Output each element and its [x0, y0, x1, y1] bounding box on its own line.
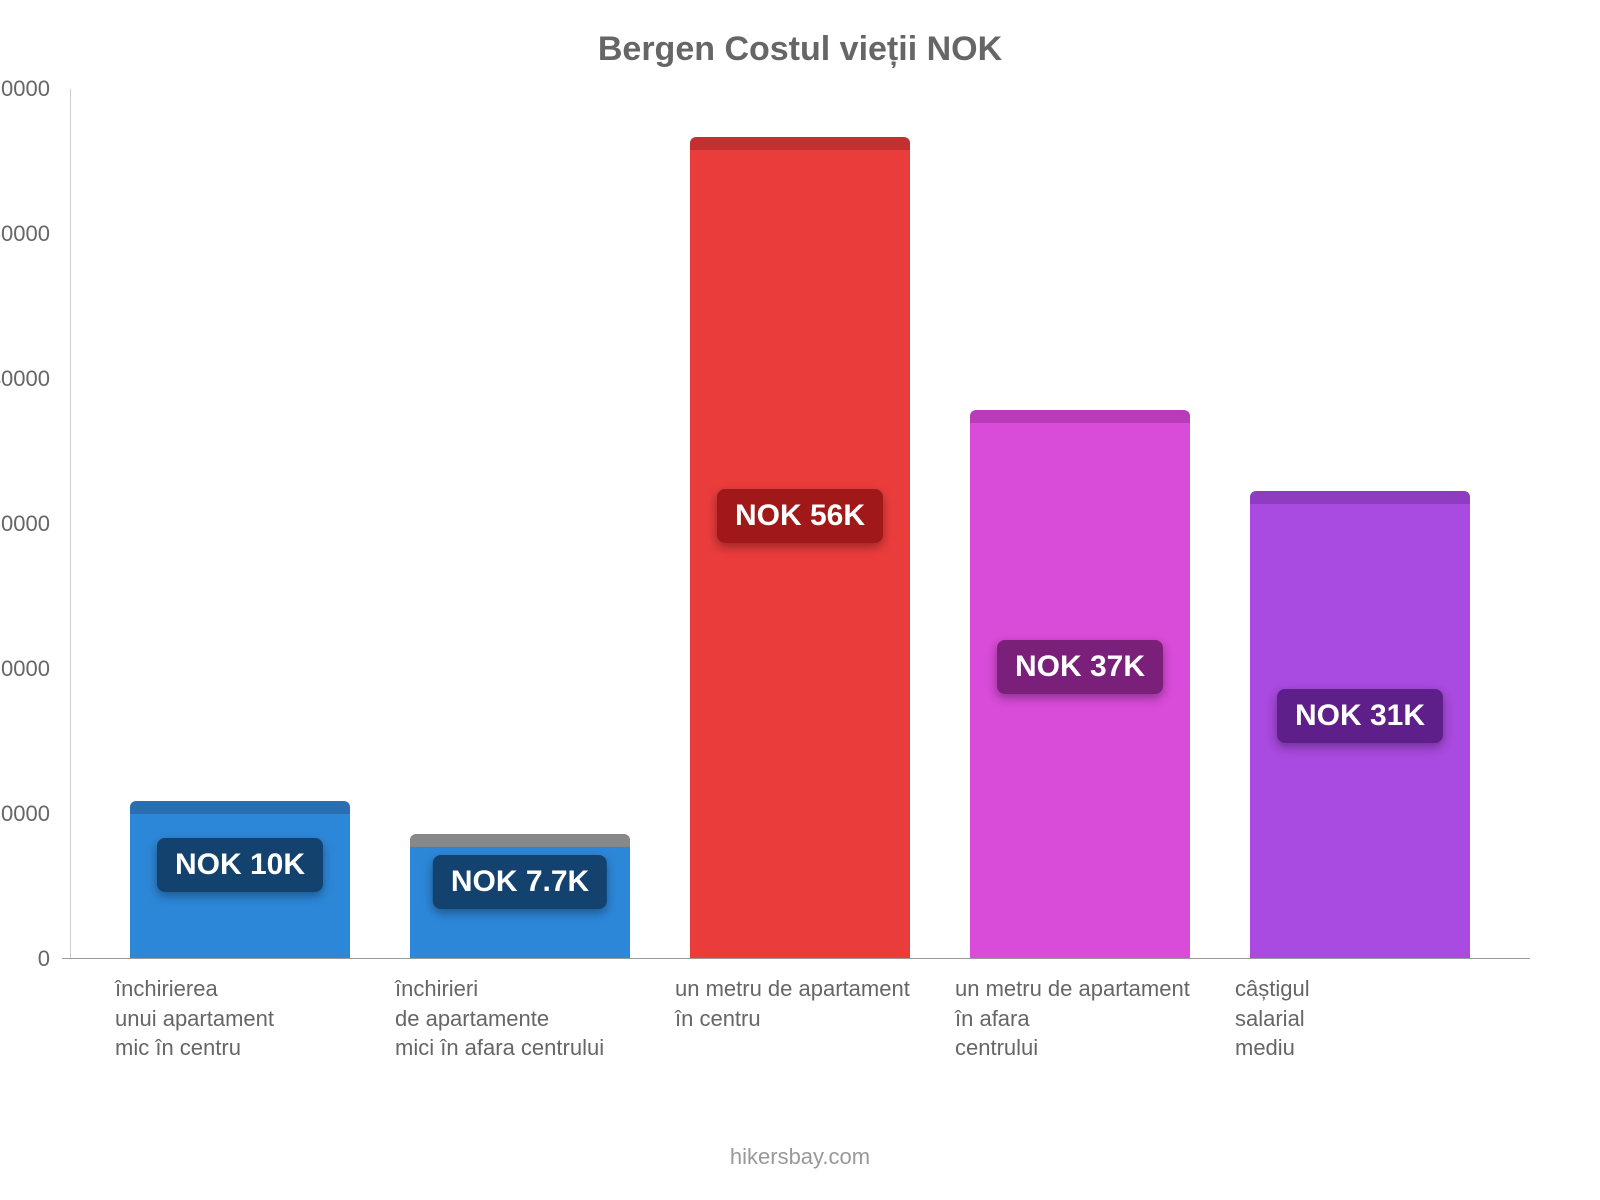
- value-badge: NOK 10K: [157, 838, 323, 892]
- value-badge: NOK 56K: [717, 489, 883, 543]
- value-badge: NOK 31K: [1277, 689, 1443, 743]
- bar-cap: [130, 801, 350, 814]
- y-tick: 50000: [0, 221, 50, 247]
- y-tick: 60000: [0, 76, 50, 102]
- y-axis: 0100002000030000400005000060000: [0, 89, 60, 959]
- x-axis-label: închirieride apartamentemici în afara ce…: [380, 974, 660, 1063]
- bar-cap: [690, 137, 910, 150]
- value-badge: NOK 37K: [997, 640, 1163, 694]
- baseline: [62, 958, 1530, 959]
- x-axis-label: un metru de apartamentîn centru: [660, 974, 940, 1063]
- x-axis-label: un metru de apartamentîn afaracentrului: [940, 974, 1220, 1063]
- y-tick: 40000: [0, 366, 50, 392]
- bar-slot: NOK 10K: [100, 89, 380, 959]
- y-tick: 20000: [0, 656, 50, 682]
- bar-slot: NOK 37K: [940, 89, 1220, 959]
- bar-cap: [1250, 491, 1470, 504]
- x-axis-labels: închiriereaunui apartamentmic în centruî…: [70, 959, 1530, 1063]
- chart-title: Bergen Costul vieții NOK: [70, 30, 1530, 69]
- y-tick: 30000: [0, 511, 50, 537]
- bar-slot: NOK 7.7K: [380, 89, 660, 959]
- bar-cap: [970, 410, 1190, 423]
- bar-cap: [410, 834, 630, 847]
- x-axis-label: câștigulsalarialmediu: [1220, 974, 1500, 1063]
- value-badge: NOK 7.7K: [433, 855, 607, 909]
- cost-of-living-chart: Bergen Costul vieții NOK 010000200003000…: [70, 30, 1530, 1090]
- bars-container: NOK 10K NOK 7.7K NOK 56K NOK 37K NOK 31K: [70, 89, 1530, 959]
- bar-slot: NOK 31K: [1220, 89, 1500, 959]
- y-tick: 0: [38, 946, 50, 972]
- x-axis-label: închiriereaunui apartamentmic în centru: [100, 974, 380, 1063]
- chart-attribution: hikersbay.com: [0, 1144, 1600, 1170]
- bar-slot: NOK 56K: [660, 89, 940, 959]
- y-tick: 10000: [0, 801, 50, 827]
- plot-area: 0100002000030000400005000060000 NOK 10KN…: [70, 89, 1530, 959]
- bar: [690, 150, 910, 959]
